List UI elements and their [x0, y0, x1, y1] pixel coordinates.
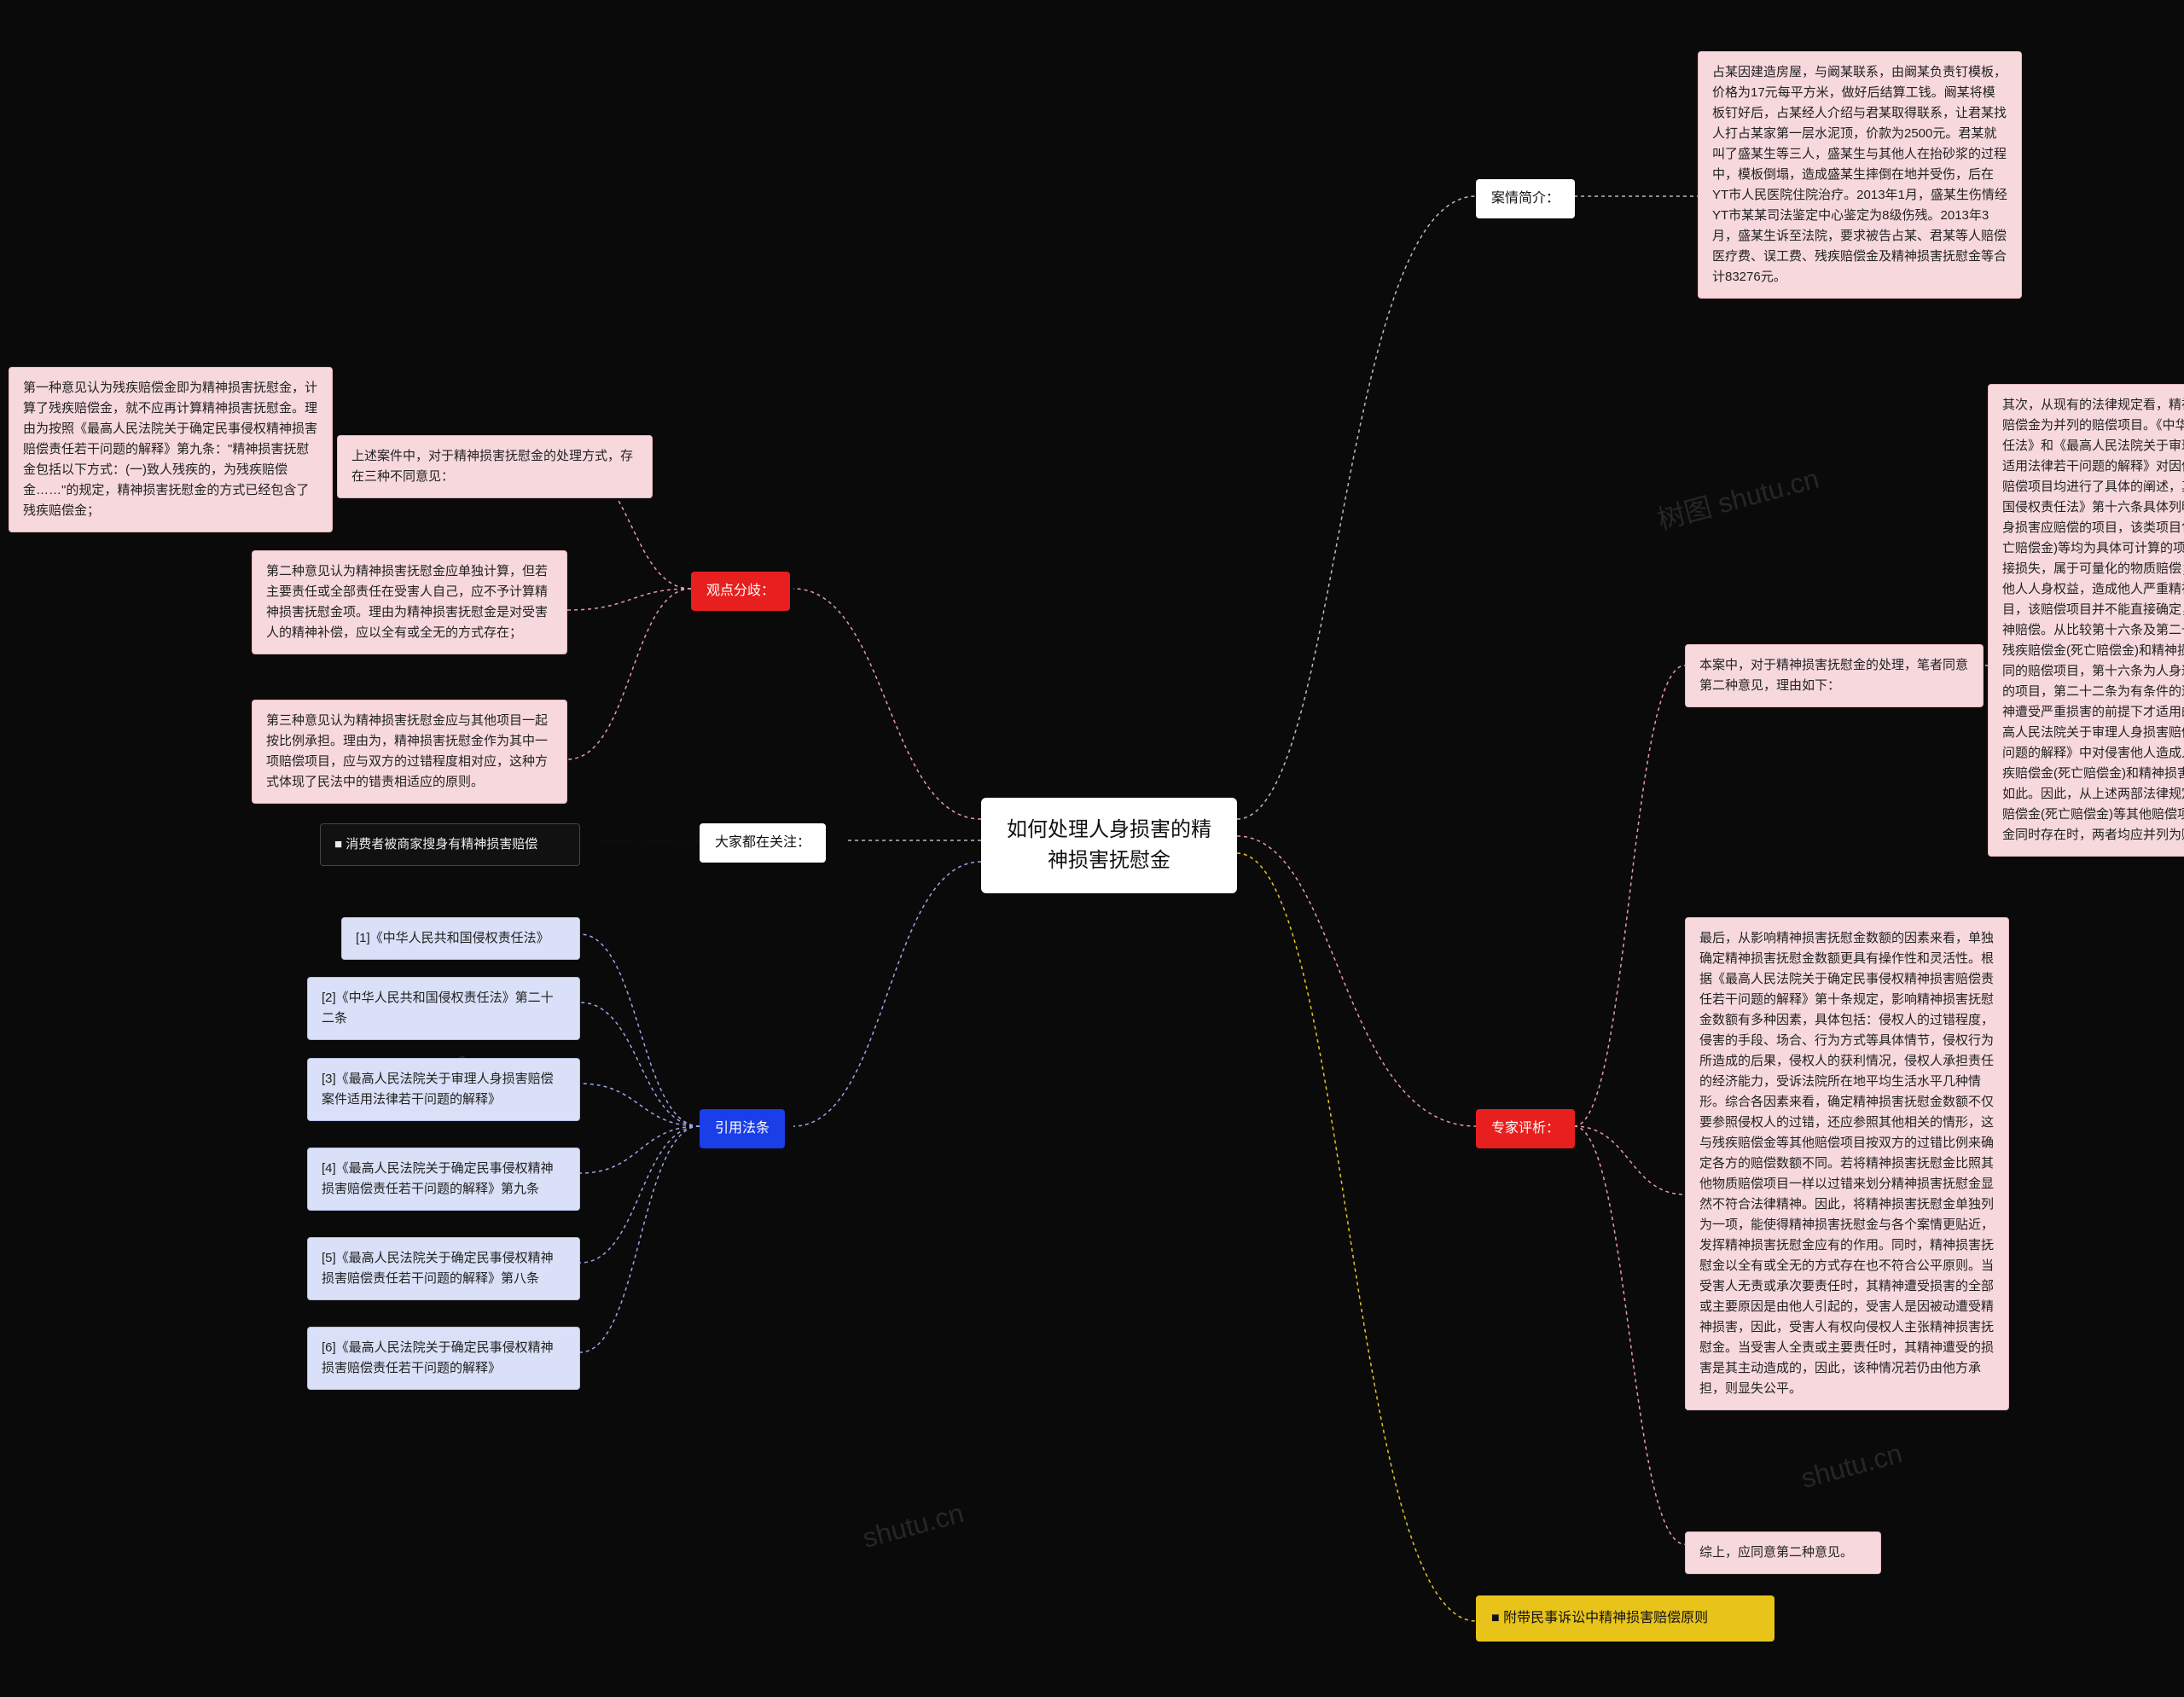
- center-topic[interactable]: 如何处理人身损害的精神损害抚慰金: [981, 798, 1237, 893]
- watermark-2: 树图 shutu.cn: [1653, 457, 1822, 538]
- law-6[interactable]: [6]《最高人民法院关于确定民事侵权精神损害赔偿责任若干问题的解释》: [307, 1327, 580, 1390]
- law-3[interactable]: [3]《最高人民法院关于审理人身损害赔偿案件适用法律若干问题的解释》: [307, 1058, 580, 1121]
- attached-civil-label[interactable]: ■ 附带民事诉讼中精神损害赔偿原则: [1476, 1595, 1774, 1642]
- expert-p1: 其次，从现有的法律规定看，精神损害抚慰金与残疾赔偿金为并列的赔偿项目。《中华人民…: [1988, 384, 2184, 857]
- expert-p1-prefix: 本案中，对于精神损害抚慰金的处理，笔者同意第二种意见，理由如下：: [1685, 644, 1984, 707]
- expert-p2: 最后，从影响精神损害抚慰金数额的因素来看，单独确定精神损害抚慰金数额更具有操作性…: [1685, 917, 2009, 1410]
- expert-analysis-label[interactable]: 专家评析：: [1476, 1109, 1575, 1148]
- law-4[interactable]: [4]《最高人民法院关于确定民事侵权精神损害赔偿责任若干问题的解释》第九条: [307, 1148, 580, 1211]
- viewpoint-intro: 上述案件中，对于精神损害抚慰金的处理方式，存在三种不同意见：: [337, 435, 653, 498]
- cited-laws-label[interactable]: 引用法条: [700, 1109, 785, 1148]
- viewpoint-divergence-label[interactable]: 观点分歧：: [691, 572, 790, 611]
- law-1[interactable]: [1]《中华人民共和国侵权责任法》: [341, 917, 580, 960]
- watermark-5: shutu.cn: [859, 1497, 967, 1555]
- followers-label[interactable]: 大家都在关注：: [700, 823, 826, 863]
- law-5[interactable]: [5]《最高人民法院关于确定民事侵权精神损害赔偿责任若干问题的解释》第八条: [307, 1237, 580, 1300]
- viewpoint-1: 第一种意见认为残疾赔偿金即为精神损害抚慰金，计算了残疾赔偿金，就不应再计算精神损…: [9, 367, 333, 532]
- law-2[interactable]: [2]《中华人民共和国侵权责任法》第二十二条: [307, 977, 580, 1040]
- case-intro-text: 占某因建造房屋，与阚某联系，由阚某负责钉模板，价格为17元每平方米，做好后结算工…: [1698, 51, 2022, 299]
- follower-item[interactable]: ■ 消费者被商家搜身有精神损害赔偿: [320, 823, 580, 866]
- watermark-4: shutu.cn: [1798, 1438, 1905, 1495]
- viewpoint-2: 第二种意见认为精神损害抚慰金应单独计算，但若主要责任或全部责任在受害人自己，应不…: [252, 550, 567, 654]
- viewpoint-3: 第三种意见认为精神损害抚慰金应与其他项目一起按比例承担。理由为，精神损害抚慰金作…: [252, 700, 567, 804]
- case-intro-label[interactable]: 案情简介：: [1476, 179, 1575, 218]
- expert-p3: 综上，应同意第二种意见。: [1685, 1531, 1881, 1574]
